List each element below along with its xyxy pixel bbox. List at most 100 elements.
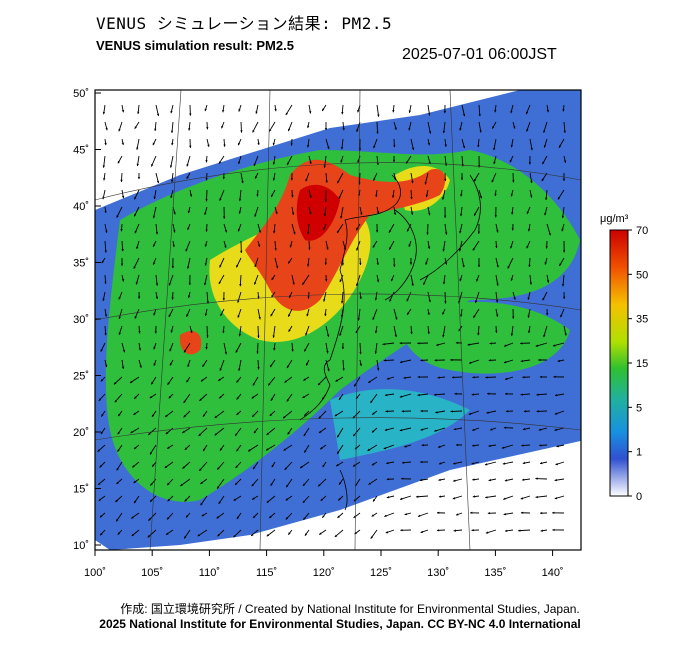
coastline xyxy=(419,174,481,281)
wind-arrow-head xyxy=(504,479,508,482)
wind-arrow-head xyxy=(522,427,526,431)
wind-arrow-head xyxy=(410,212,414,215)
wind-arrow-head xyxy=(288,128,291,132)
wind-arrow-head xyxy=(384,514,387,517)
wind-arrow-head xyxy=(426,232,429,235)
wind-arrow-head xyxy=(477,264,481,268)
wind-arrow-head xyxy=(132,465,135,468)
wind-arrow-head xyxy=(180,483,183,486)
wind-arrow-head xyxy=(410,331,413,335)
wind-arrow-head xyxy=(341,263,345,266)
wind-arrow-head xyxy=(356,227,359,231)
wind-arrow-head xyxy=(525,111,529,115)
wind-arrow-head xyxy=(442,197,445,200)
wind-arrow-head xyxy=(117,160,121,164)
wind-arrow-head xyxy=(136,147,139,150)
wind-arrow-head xyxy=(286,484,289,488)
wind-arrow-head xyxy=(428,131,432,134)
wind-arrow-head xyxy=(318,430,322,433)
wind-arrow-head xyxy=(189,145,192,148)
wind-arrow-head xyxy=(337,180,340,184)
wind-arrow-head xyxy=(404,445,407,448)
wind-arrow-head xyxy=(473,315,476,318)
wind-arrow-head xyxy=(540,511,543,515)
wind-arrow-head xyxy=(510,333,514,336)
wind-arrow-head xyxy=(198,433,201,436)
wind-arrow-head xyxy=(507,265,510,269)
wind-arrow-head xyxy=(156,113,160,116)
wind-arrow-head xyxy=(233,498,237,501)
wind-arrow-head xyxy=(372,317,375,320)
wind-arrow-head xyxy=(453,479,456,482)
wind-arrow-head xyxy=(327,146,330,150)
wind-arrow-head xyxy=(306,363,309,366)
longitude-tick-label: 120˚ xyxy=(313,567,335,579)
wind-arrow-head xyxy=(471,462,475,465)
wind-arrow-head xyxy=(236,264,239,268)
wind-arrow-head xyxy=(183,350,187,353)
wind-arrow-head xyxy=(421,443,424,447)
wind-arrow-head xyxy=(388,230,392,233)
wind-arrow-head xyxy=(120,263,124,266)
wind-arrow-head xyxy=(138,348,142,351)
wind-arrow-head xyxy=(275,265,279,269)
colorbar-unit: μg/m³ xyxy=(600,213,629,225)
wind-arrow-head xyxy=(468,412,472,415)
wind-arrow-head xyxy=(117,449,120,452)
wind-arrow-head xyxy=(427,312,430,315)
wind-arrow-head xyxy=(327,368,330,372)
wind-arrow-head xyxy=(222,298,226,301)
wind-arrow-head xyxy=(454,392,457,396)
wind-arrow-head xyxy=(306,264,310,267)
wind-arrow-head xyxy=(118,316,121,319)
wind-arrow-head xyxy=(318,382,321,386)
wind-arrow-head xyxy=(214,415,218,418)
wind-arrow-head xyxy=(115,499,118,503)
wind-arrow-head xyxy=(304,413,307,416)
wind-arrow-head xyxy=(512,316,515,319)
wind-arrow-head xyxy=(462,145,466,149)
wind-arrow-head xyxy=(238,333,242,337)
wind-arrow-head xyxy=(239,283,242,287)
wind-arrow-head xyxy=(306,313,309,317)
wind-arrow-head xyxy=(427,142,431,146)
wind-arrow-head xyxy=(444,178,447,182)
wind-arrow-head xyxy=(217,486,220,489)
wind-arrow-head xyxy=(164,465,168,468)
wind-arrow-head xyxy=(325,180,328,183)
wind-arrow-head xyxy=(235,465,238,468)
wind-arrow-head xyxy=(438,478,441,482)
longitude-tick-label: 115˚ xyxy=(256,567,277,579)
wind-arrow-head xyxy=(437,511,440,515)
wind-arrow-head xyxy=(496,283,499,286)
wind-arrow-head xyxy=(266,500,270,503)
wind-arrow-head xyxy=(199,468,202,471)
wind-arrow-head xyxy=(408,110,412,113)
wind-arrow-head xyxy=(336,463,339,467)
wind-arrow-head xyxy=(171,142,174,146)
wind-arrow-head xyxy=(375,194,378,197)
wind-arrow-head xyxy=(560,314,563,318)
wind-arrow-head xyxy=(134,196,137,200)
wind-arrow-head xyxy=(360,212,363,215)
wind-arrow-head xyxy=(184,447,188,450)
wind-arrow-head xyxy=(240,250,243,253)
wind-arrow-head xyxy=(491,179,494,183)
wind-arrow-head xyxy=(322,464,325,468)
wind-arrow-head xyxy=(218,378,221,381)
wind-arrow-head xyxy=(104,250,107,253)
wind-arrow-head xyxy=(474,178,477,182)
wind-arrow-head xyxy=(153,196,156,200)
wind-arrow-head xyxy=(526,129,529,132)
wind-arrow-head xyxy=(165,431,169,435)
wind-arrow-head xyxy=(238,368,241,371)
wind-arrow-head xyxy=(133,446,137,450)
wind-arrow-head xyxy=(309,211,312,215)
wind-arrow-head xyxy=(204,244,208,247)
wind-arrow-head xyxy=(168,395,172,399)
longitude-tick-label: 140˚ xyxy=(542,567,564,579)
wind-arrow-head xyxy=(285,112,288,116)
wind-arrow-head xyxy=(486,411,489,414)
wind-arrow-head xyxy=(238,198,242,202)
wind-arrow-head xyxy=(235,482,238,485)
